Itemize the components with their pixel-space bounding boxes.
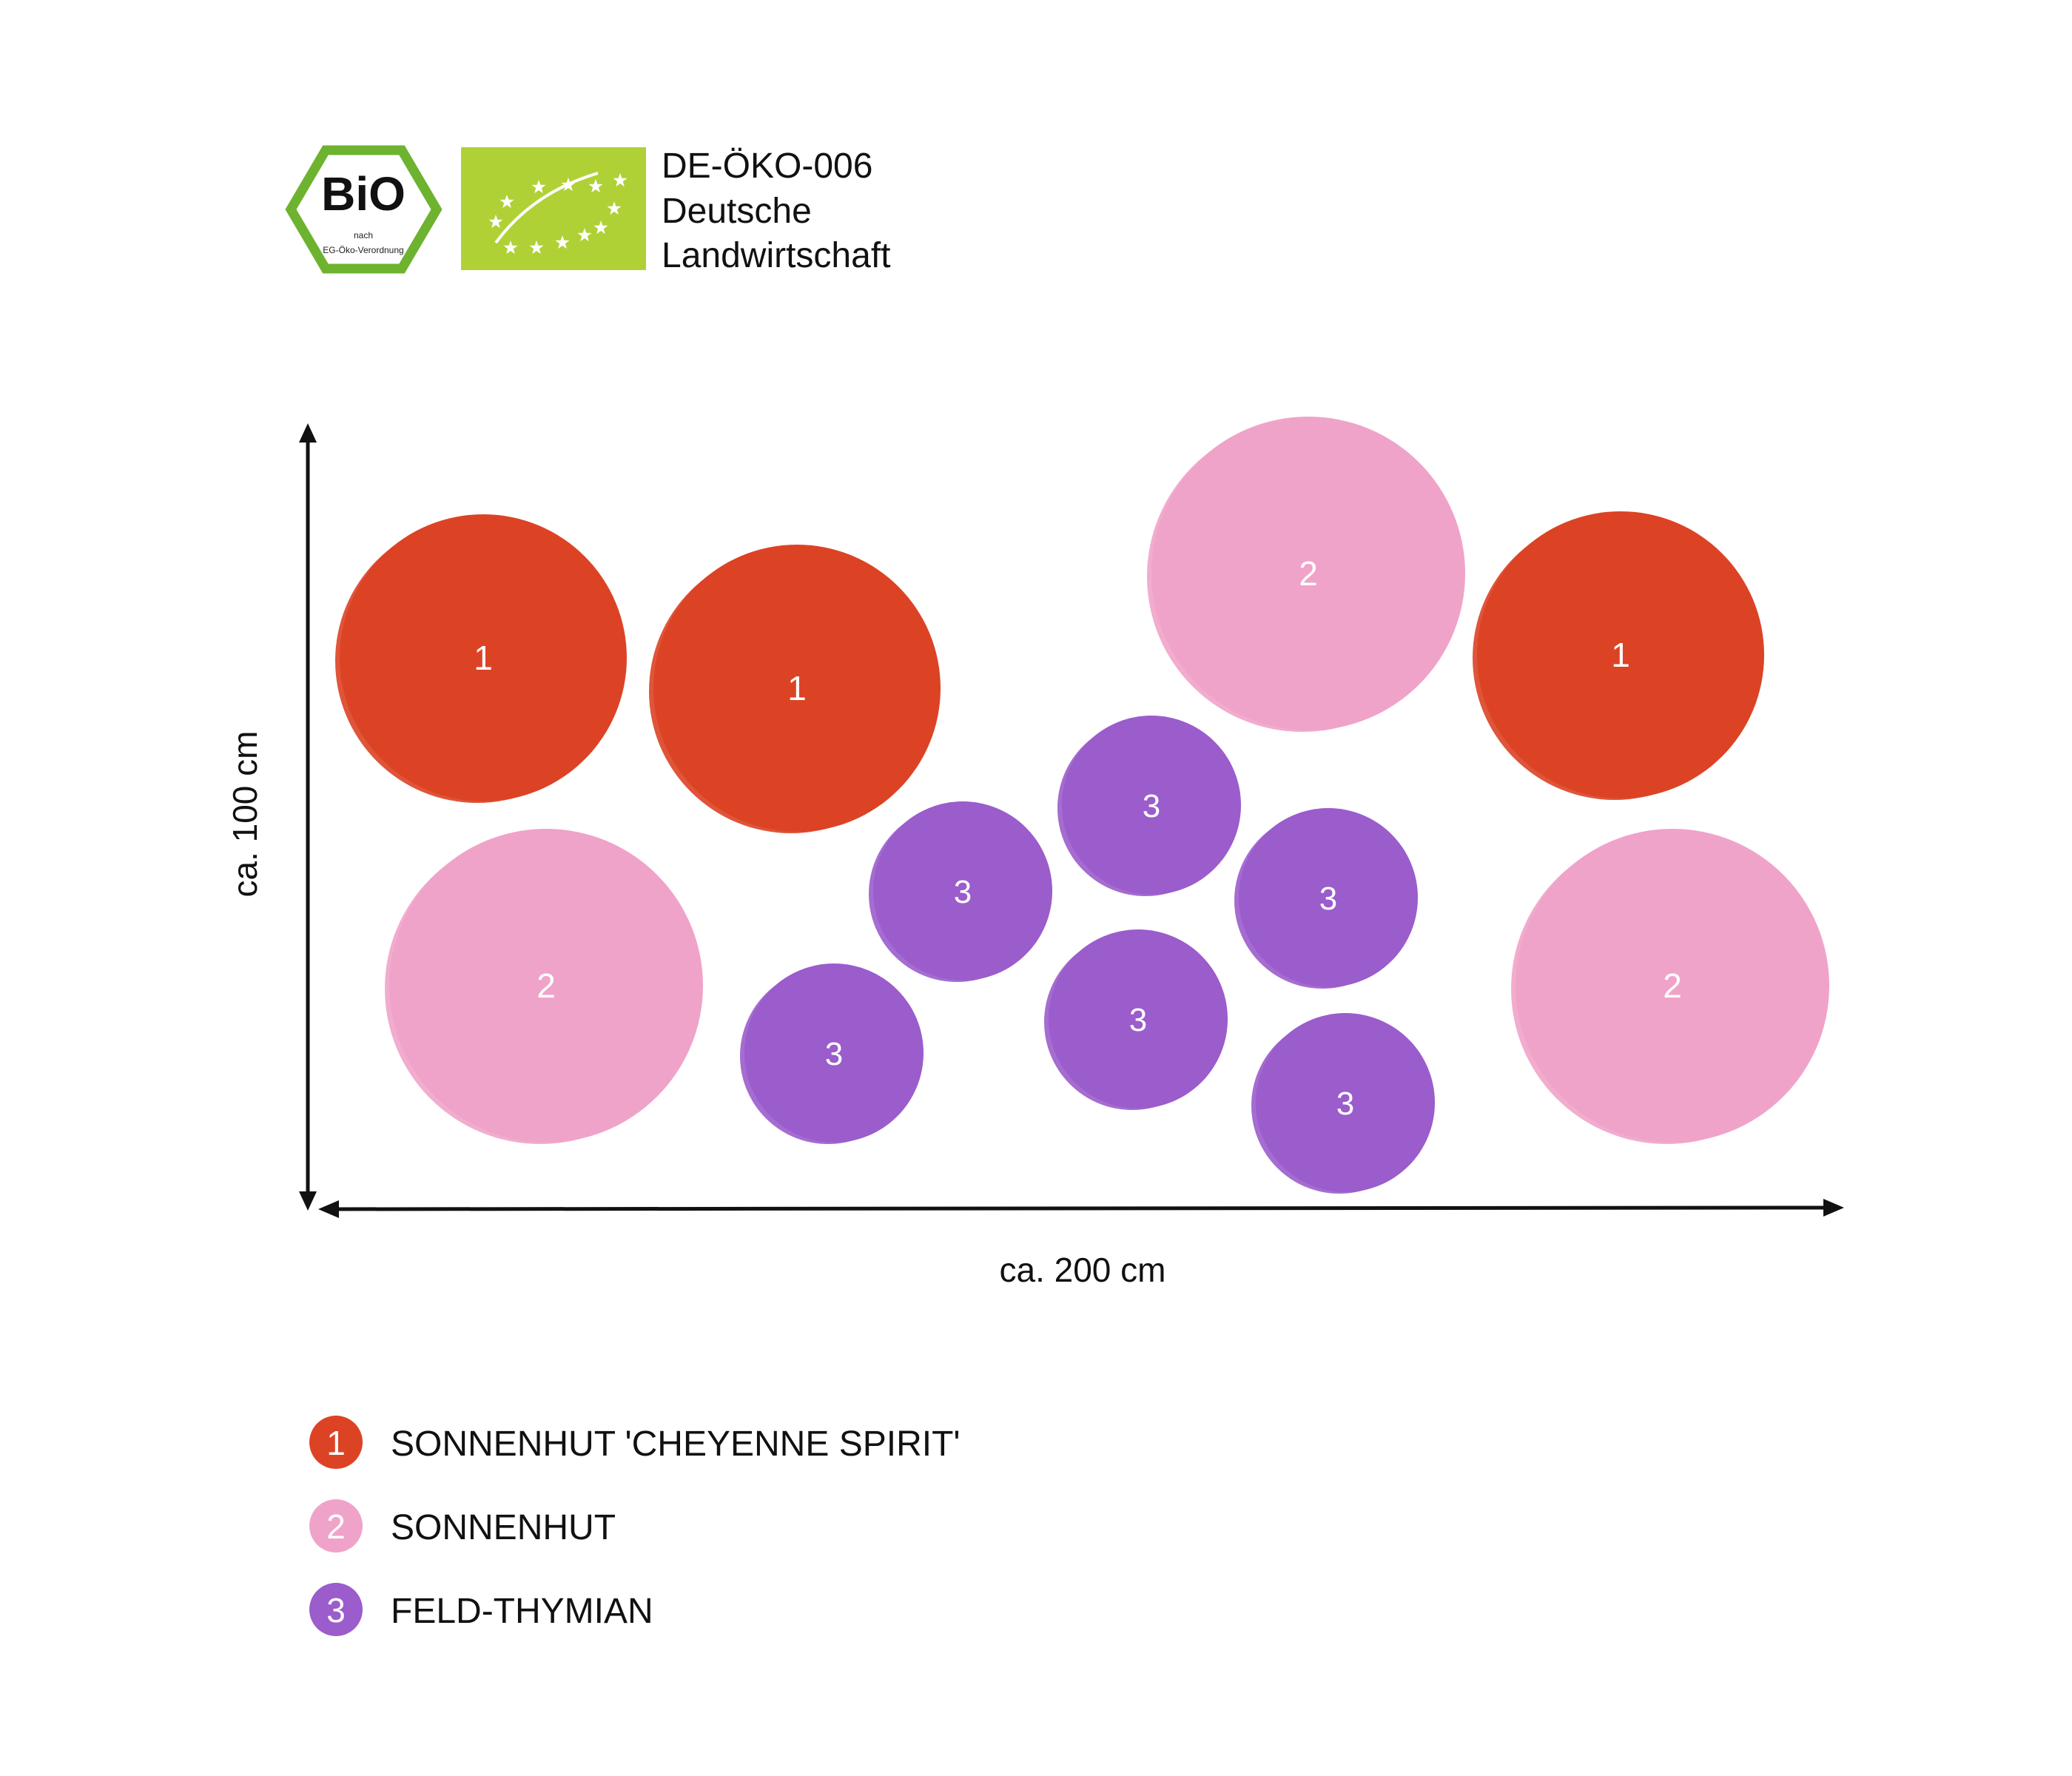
plant-spot-3: 3 — [869, 801, 1052, 982]
star-icon — [488, 215, 503, 229]
legend-marker — [309, 1499, 363, 1553]
eu-organic-logo — [461, 147, 646, 270]
plant-number: 1 — [787, 669, 807, 707]
plant-number: 3 — [1143, 788, 1160, 824]
star-icon — [577, 228, 592, 242]
certification-line: Deutsche — [662, 192, 812, 231]
width-label: ca. 200 cm — [1000, 1251, 1166, 1289]
legend-number: 3 — [326, 1591, 346, 1629]
plant-number: 1 — [474, 639, 493, 677]
star-icon — [593, 221, 608, 235]
plant-number: 1 — [1611, 636, 1630, 674]
star-icon — [529, 240, 544, 255]
legend-item: 3 FELD-THYMIAN — [309, 1583, 653, 1636]
plant-number: 2 — [1299, 554, 1318, 593]
bio-logo: BiO nach EG-Öko-Verordnung — [285, 145, 443, 274]
bio-logo-subtext: nach — [354, 230, 373, 240]
legend-label: FELD-THYMIAN — [391, 1592, 653, 1631]
plant-spot-3: 3 — [1251, 1013, 1435, 1194]
height-label: ca. 100 cm — [226, 731, 264, 898]
star-icon — [588, 179, 603, 193]
height-axis — [299, 423, 317, 1211]
bio-logo-text: BiO — [321, 167, 406, 221]
legend-item: 2 SONNENHUT — [309, 1499, 616, 1553]
plant-number: 2 — [536, 966, 556, 1005]
plant-spot-3: 3 — [1044, 929, 1228, 1110]
star-icon — [555, 235, 570, 249]
legend-marker — [309, 1583, 363, 1636]
legend-number: 2 — [326, 1507, 346, 1546]
plant-spot-1: 1 — [335, 514, 627, 803]
legend-label: SONNENHUT — [391, 1508, 616, 1547]
legend-item: 1 SONNENHUT 'CHEYENNE SPIRIT' — [309, 1416, 961, 1469]
width-axis — [318, 1199, 1844, 1218]
plant-spot-2: 2 — [385, 829, 703, 1144]
plant-number: 3 — [1336, 1086, 1354, 1122]
star-icon — [607, 201, 622, 215]
plant-spot-2: 2 — [1511, 829, 1829, 1144]
star-icon — [503, 240, 518, 255]
plant-number: 3 — [1319, 881, 1337, 917]
legend-label: SONNENHUT 'CHEYENNE SPIRIT' — [391, 1424, 961, 1464]
plant-spot-3: 3 — [1234, 808, 1418, 989]
star-icon — [500, 195, 514, 209]
legend-marker — [309, 1416, 363, 1469]
plant-spot-3: 3 — [1057, 716, 1241, 896]
plant-number: 3 — [954, 874, 972, 910]
bio-logo-subtext: EG-Öko-Verordnung — [323, 245, 403, 255]
plant-number: 3 — [825, 1036, 843, 1072]
plant-spot-1: 1 — [1473, 511, 1764, 800]
certification-code: DE-ÖKO-006 — [662, 147, 872, 186]
plant-spot-2: 2 — [1147, 417, 1465, 732]
star-icon — [531, 180, 546, 194]
legend-number: 1 — [326, 1424, 346, 1462]
plant-spot-1: 1 — [649, 545, 941, 833]
star-icon — [613, 173, 628, 187]
plant-spot-3: 3 — [740, 963, 924, 1144]
certification-line: Landwirtschaft — [662, 236, 891, 275]
plant-number: 2 — [1663, 966, 1682, 1005]
plant-number: 3 — [1129, 1002, 1147, 1038]
